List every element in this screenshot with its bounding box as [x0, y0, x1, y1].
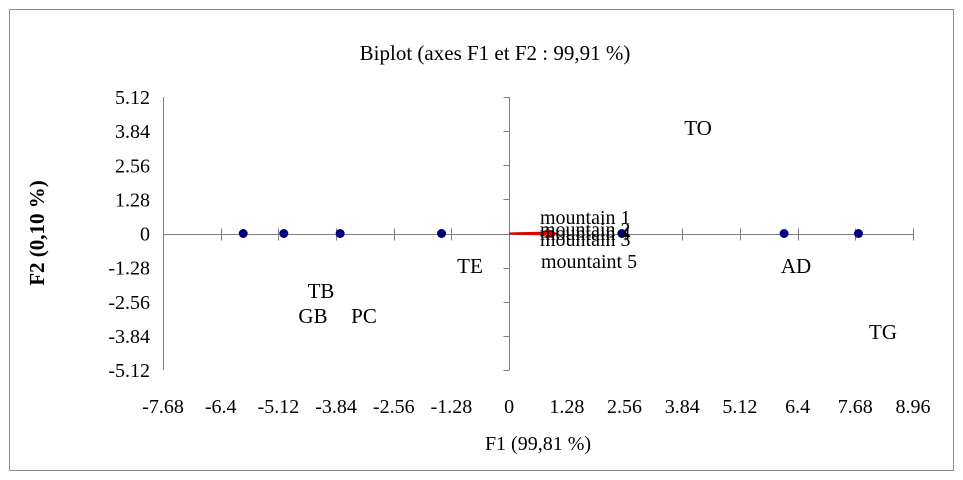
- x-tick-label: -6.4: [205, 396, 237, 418]
- observation-label: TG: [869, 320, 897, 344]
- x-tick-label: -1.28: [431, 396, 473, 418]
- observation-label: TO: [684, 116, 712, 140]
- chart-title: Biplot (axes F1 et F2 : 99,91 %): [360, 41, 631, 65]
- observation-label: AD: [781, 254, 811, 278]
- observation-label: TE: [457, 254, 483, 278]
- x-tick-label: 8.96: [896, 396, 931, 418]
- y-tick-label: 2.56: [115, 155, 150, 177]
- x-tick-label: 6.4: [785, 396, 810, 418]
- chart-frame: [9, 9, 954, 471]
- observation-label: GB: [298, 304, 327, 328]
- observation-point: [853, 229, 863, 238]
- y-tick-label: -1.28: [108, 258, 150, 280]
- observation-point: [238, 229, 248, 238]
- variable-label: mountain 2: [540, 219, 631, 241]
- y-tick-label: 0: [140, 224, 150, 246]
- observation-label: PC: [351, 304, 377, 328]
- y-tick-label: 1.28: [115, 189, 150, 211]
- x-tick-label: 1.28: [549, 396, 584, 418]
- x-tick-label: -5.12: [258, 396, 300, 418]
- x-tick-label: -7.68: [142, 396, 184, 418]
- variable-label: mountaint 5: [541, 251, 637, 273]
- y-tick-label: -2.56: [108, 292, 150, 314]
- x-tick-label: 5.12: [722, 396, 757, 418]
- variable-label: mountain 3: [540, 229, 631, 251]
- observation-point: [617, 229, 627, 238]
- y-axis-label: F2 (0,10 %): [25, 180, 49, 286]
- x-axis-label: F1 (99,81 %): [485, 433, 591, 455]
- x-tick-label: 7.68: [838, 396, 873, 418]
- x-tick-label: 0: [504, 396, 514, 418]
- x-tick-label: -3.84: [315, 396, 357, 418]
- y-tick-label: 5.12: [115, 87, 150, 109]
- vector-arrowhead: [546, 228, 559, 239]
- x-tick-label: -2.56: [373, 396, 415, 418]
- observation-point: [335, 229, 345, 238]
- observation-point: [779, 229, 789, 238]
- y-tick-label: -3.84: [108, 326, 150, 348]
- x-tick-label: 3.84: [665, 396, 700, 418]
- y-tick-label: 3.84: [115, 121, 150, 143]
- variable-label: mountain 4: [540, 223, 631, 245]
- y-tick-label: -5.12: [108, 360, 150, 382]
- observation-point: [279, 229, 289, 238]
- variable-label: mountain 1: [540, 207, 631, 229]
- observation-label: TB: [308, 279, 335, 303]
- x-tick-label: 2.56: [607, 396, 642, 418]
- observation-point: [437, 229, 447, 238]
